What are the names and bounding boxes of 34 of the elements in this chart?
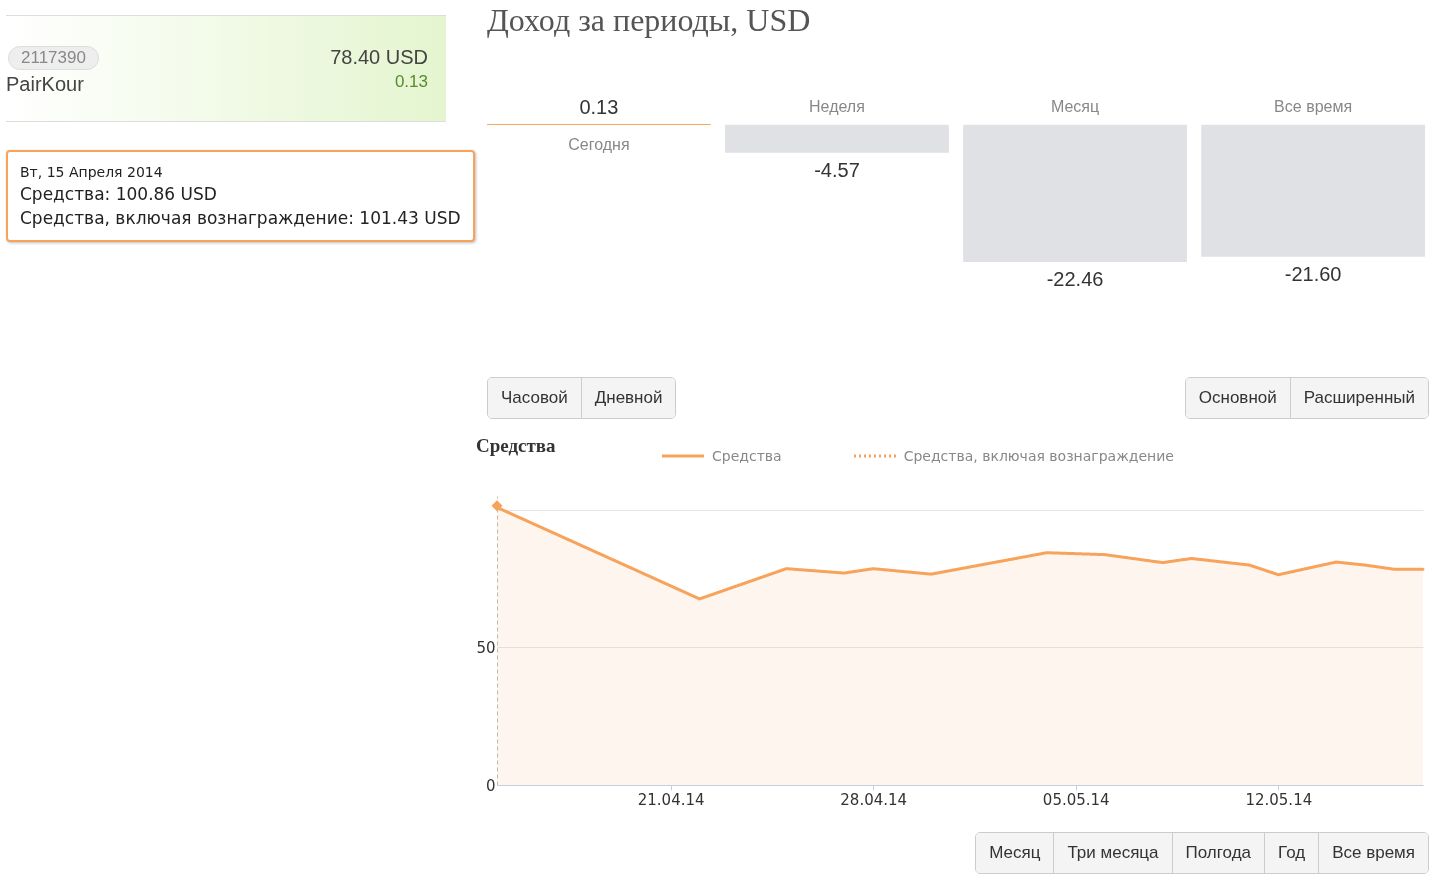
data-label: 0.13 [579, 96, 619, 118]
text: Основной [1185, 378, 1290, 418]
chart-title: Доход за периоды, USD [487, 2, 811, 38]
text: Часовой [488, 378, 581, 418]
text: Вт, 15 Апреля 2014 [20, 164, 164, 180]
y-tick-label: 0 [485, 776, 496, 795]
text: Средства, включая вознаграждение: 101.43 USD [20, 208, 461, 228]
x-tick-label: 05.05.14 [1042, 790, 1110, 809]
text: Средства: 100.86 USD [20, 184, 218, 204]
y-tick-label: 50 [476, 638, 496, 657]
text: Год [1264, 833, 1319, 873]
x-tick-label: 28.04.14 [840, 790, 908, 809]
text: Полгода [1171, 833, 1265, 873]
text: Расширенный [1289, 378, 1428, 418]
text: 78.40 USD [330, 46, 428, 69]
data-label: -4.57 [814, 158, 860, 181]
chart-title: Средства [475, 435, 557, 456]
text: 2117390 [8, 46, 99, 70]
text: 0.13 [394, 72, 428, 92]
x-tick-label: 21.04.14 [637, 790, 705, 809]
text: Все время [1318, 833, 1428, 873]
text: Три месяца [1053, 833, 1172, 873]
data-label: -22.46 [1046, 268, 1104, 290]
x-tick-label: Все время [1274, 97, 1353, 115]
text: Дневной [580, 378, 676, 418]
legend-label: Средства, включая вознаграждение [903, 448, 1174, 464]
x-tick-label: Сегодня [568, 135, 630, 153]
legend-label: Средства [712, 448, 782, 464]
text: Месяц [976, 833, 1054, 873]
x-tick-label: Месяц [1050, 97, 1100, 115]
data-label: -21.60 [1284, 262, 1342, 285]
x-tick-label: 12.05.14 [1245, 790, 1313, 809]
x-tick-label: Неделя [809, 97, 865, 115]
text: PairKour [6, 73, 84, 96]
